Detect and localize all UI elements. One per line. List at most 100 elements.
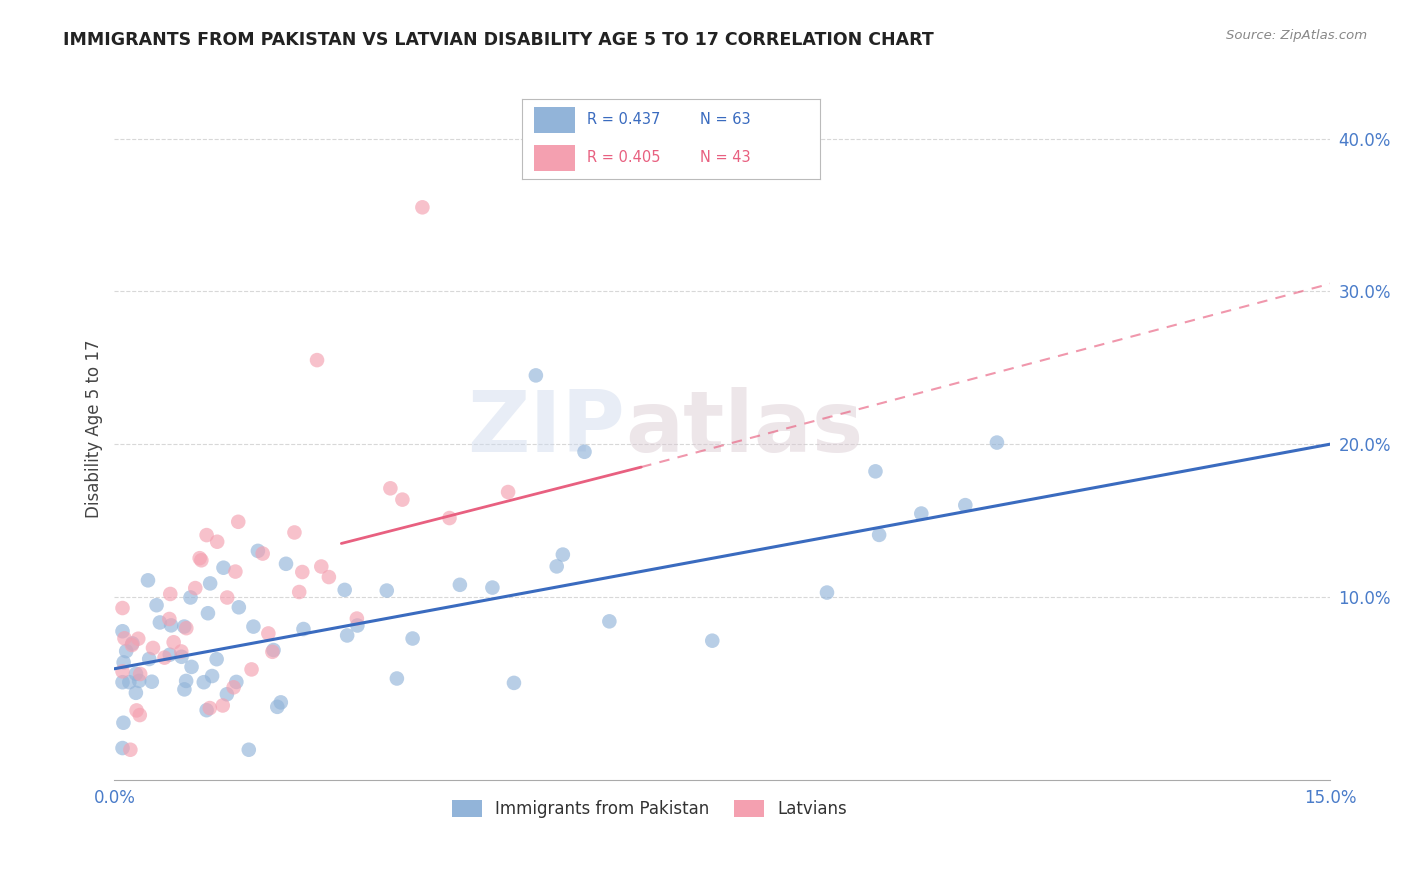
Point [193, 675, 215, 690]
Point [129, 667, 152, 681]
Point [159, 648, 181, 662]
Point [215, 687, 238, 701]
Point [291, 565, 314, 579]
Point [190, 553, 212, 567]
Point [111, 624, 134, 639]
Point [170, 649, 193, 664]
Point [246, 544, 269, 558]
Point [283, 525, 305, 540]
Point [111, 675, 134, 690]
Point [240, 662, 263, 676]
Point [391, 492, 413, 507]
Point [125, 686, 148, 700]
Point [141, 674, 163, 689]
Point [163, 635, 186, 649]
Point [212, 560, 235, 574]
Point [815, 585, 838, 599]
Point [112, 715, 135, 730]
Point [149, 615, 172, 630]
Point [375, 583, 398, 598]
Point [125, 666, 148, 681]
Text: IMMIGRANTS FROM PAKISTAN VS LATVIAN DISABILITY AGE 5 TO 17 CORRELATION CHART: IMMIGRANTS FROM PAKISTAN VS LATVIAN DISA… [63, 31, 934, 49]
Point [524, 368, 547, 383]
Point [217, 591, 239, 605]
Point [128, 708, 150, 723]
Point [184, 581, 207, 595]
Point [211, 698, 233, 713]
Point [198, 576, 221, 591]
Point [118, 675, 141, 690]
Point [114, 632, 136, 646]
Point [574, 444, 596, 458]
Point [546, 559, 568, 574]
Point [115, 644, 138, 658]
Point [910, 507, 932, 521]
Point [142, 640, 165, 655]
Point [111, 601, 134, 615]
Point [205, 652, 228, 666]
Point [176, 621, 198, 635]
Point [188, 551, 211, 566]
Point [955, 498, 977, 512]
Point [136, 574, 159, 588]
Point [197, 606, 219, 620]
Y-axis label: Disability Age 5 to 17: Disability Age 5 to 17 [86, 340, 103, 518]
Point [346, 611, 368, 625]
Point [195, 528, 218, 542]
Point [228, 600, 250, 615]
Point [865, 464, 887, 478]
Point [257, 626, 280, 640]
Text: atlas: atlas [626, 387, 863, 470]
Point [292, 622, 315, 636]
Point [121, 638, 143, 652]
Point [262, 645, 284, 659]
Legend: Immigrants from Pakistan, Latvians: Immigrants from Pakistan, Latvians [444, 793, 853, 825]
Point [222, 681, 245, 695]
Point [242, 619, 264, 633]
Point [702, 633, 724, 648]
Point [127, 632, 149, 646]
Point [266, 699, 288, 714]
Point [226, 515, 249, 529]
Point [270, 695, 292, 709]
Point [111, 665, 134, 679]
Point [125, 703, 148, 717]
Point [318, 570, 340, 584]
Point [496, 485, 519, 500]
Point [153, 650, 176, 665]
Point [174, 673, 197, 688]
Point [121, 636, 143, 650]
Point [195, 703, 218, 717]
Point [263, 643, 285, 657]
Point [380, 481, 402, 495]
Point [346, 618, 368, 632]
Point [238, 743, 260, 757]
Point [170, 644, 193, 658]
Point [311, 559, 333, 574]
Point [173, 682, 195, 697]
Point [145, 598, 167, 612]
Point [128, 673, 150, 688]
Point [401, 632, 423, 646]
Point [305, 353, 328, 368]
Point [180, 660, 202, 674]
Point [225, 674, 247, 689]
Point [138, 652, 160, 666]
Point [868, 528, 890, 542]
Point [159, 587, 181, 601]
Point [173, 619, 195, 633]
Point [201, 669, 224, 683]
Point [503, 676, 526, 690]
Point [449, 578, 471, 592]
Point [157, 612, 180, 626]
Point [411, 200, 433, 214]
Point [252, 547, 274, 561]
Point [112, 656, 135, 670]
Point [986, 435, 1008, 450]
Point [179, 591, 201, 605]
Point [198, 701, 221, 715]
Point [224, 565, 246, 579]
Point [274, 557, 297, 571]
Point [336, 628, 359, 642]
Point [333, 582, 356, 597]
